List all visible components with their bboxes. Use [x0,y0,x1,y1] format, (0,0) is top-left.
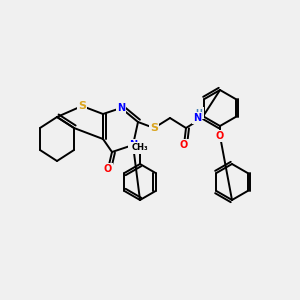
Text: O: O [104,164,112,174]
Text: O: O [216,131,224,141]
Text: S: S [78,101,86,111]
Text: CH₃: CH₃ [132,143,148,152]
Text: N: N [193,113,201,123]
Text: N: N [129,140,137,150]
Text: O: O [180,140,188,150]
Text: N: N [117,103,125,113]
Text: H: H [196,109,202,118]
Text: S: S [150,123,158,133]
